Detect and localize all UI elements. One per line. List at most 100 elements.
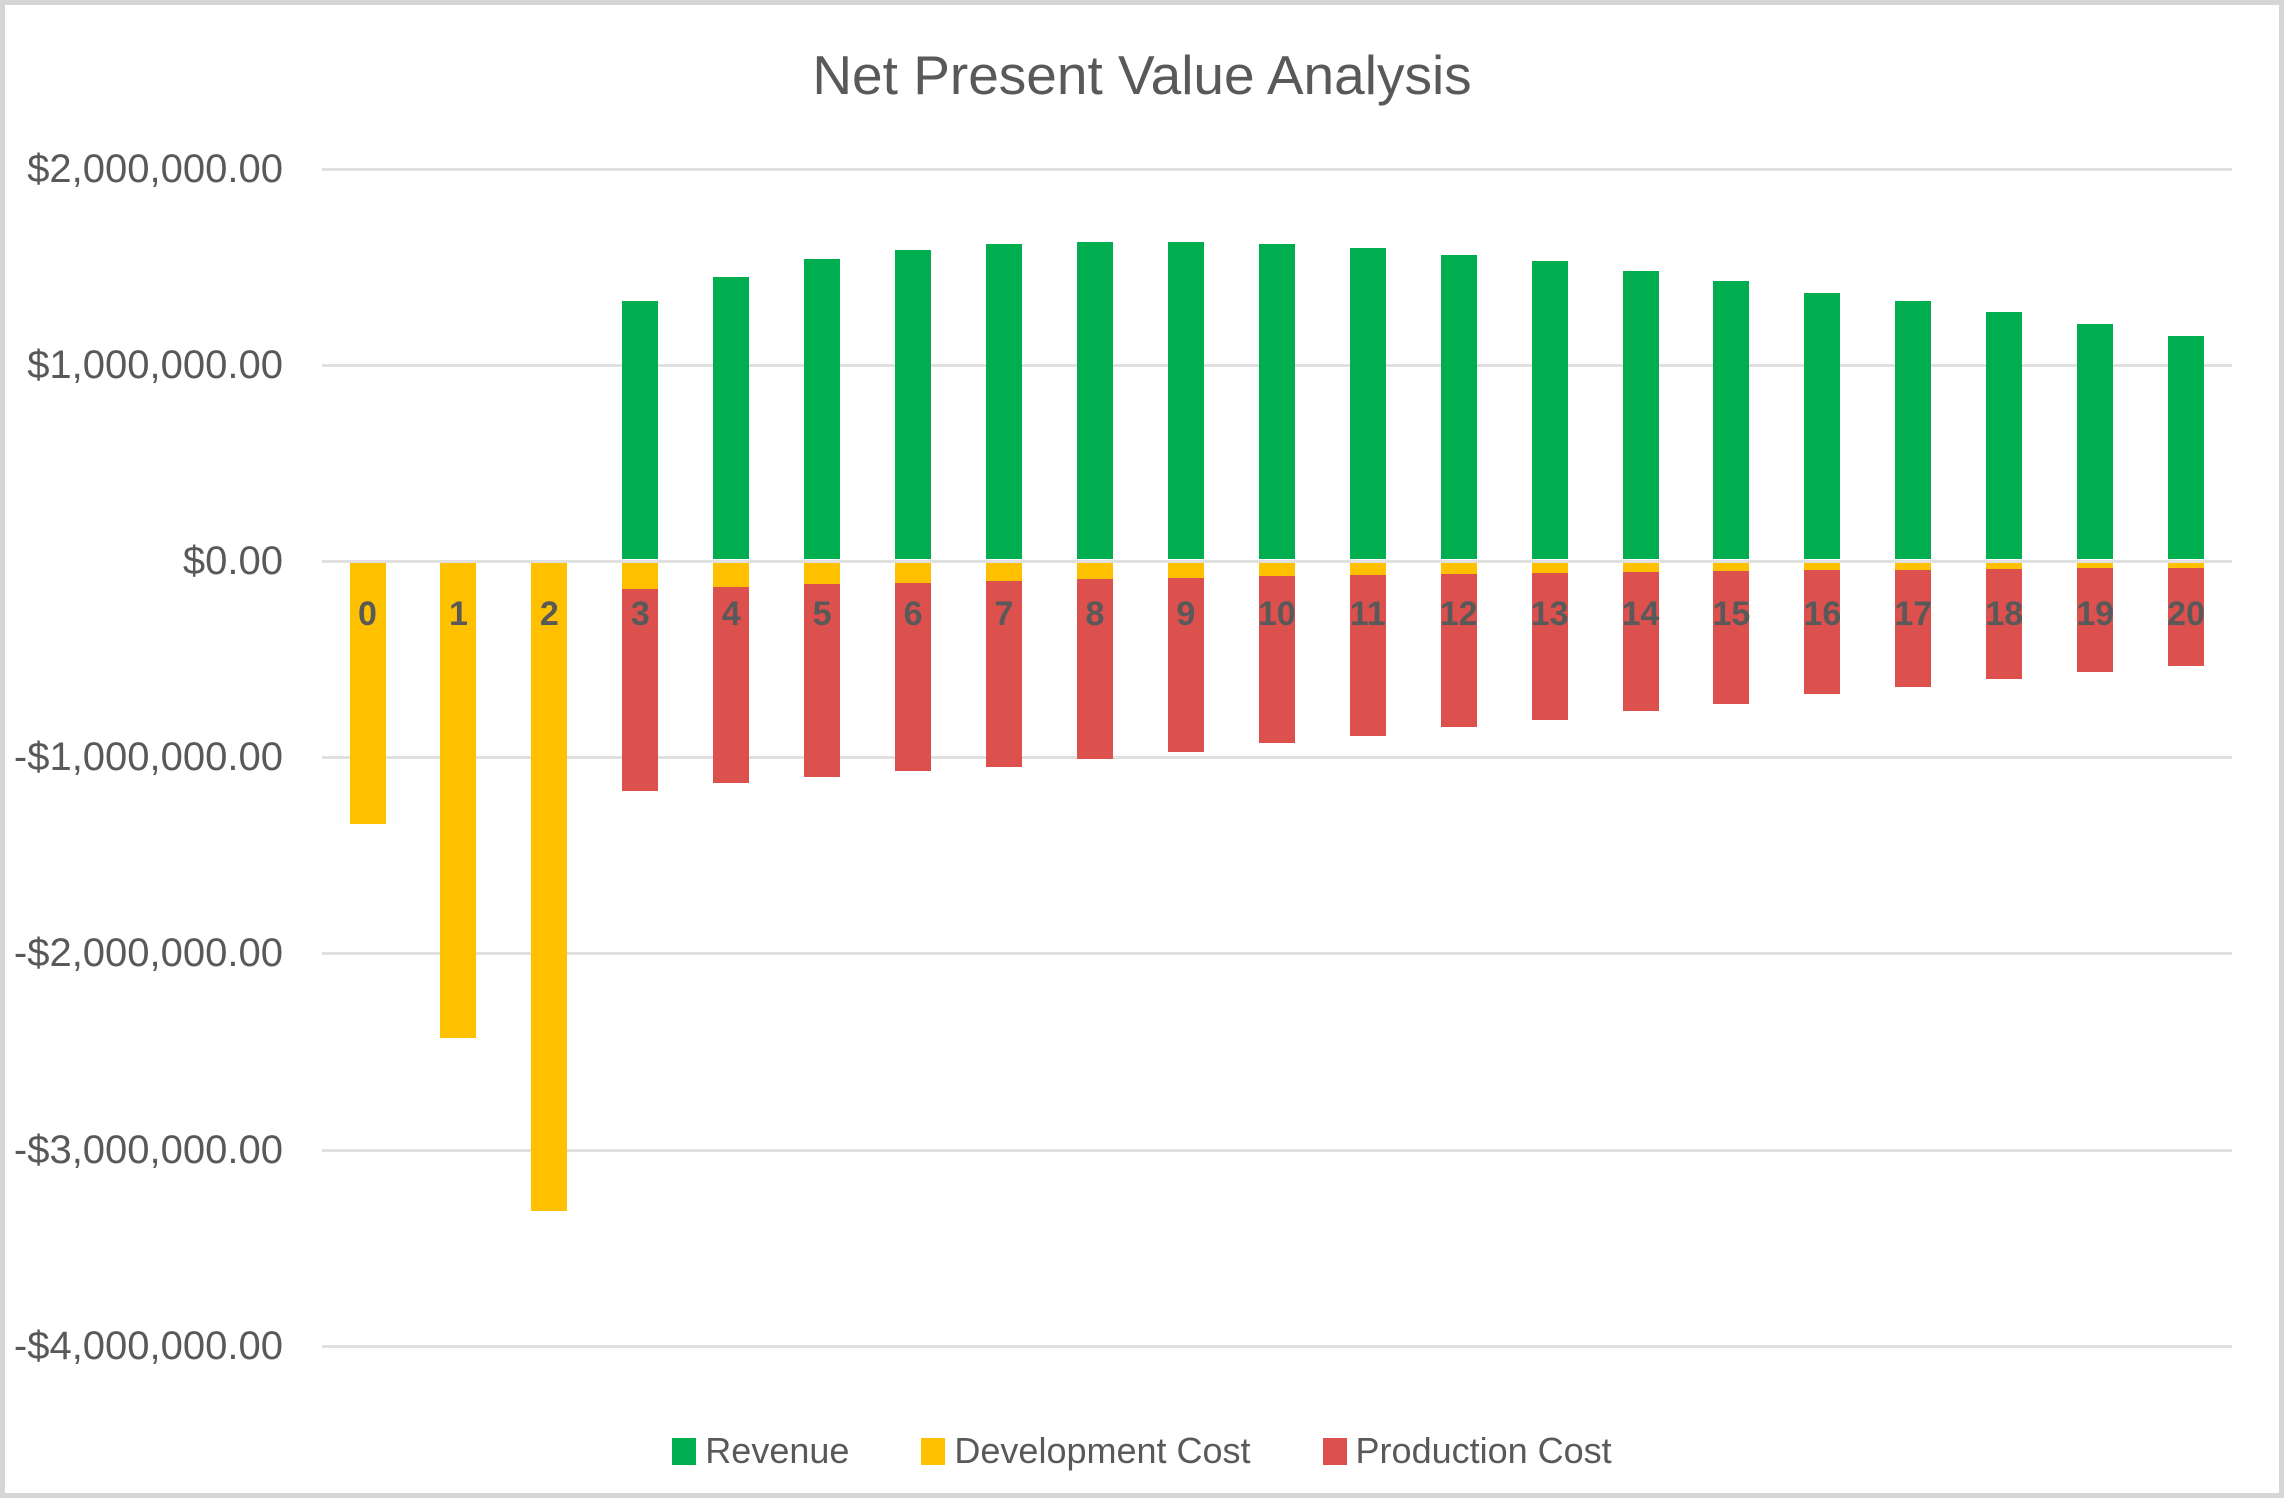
- bar-year-8-development-cost: [1076, 562, 1113, 579]
- x-axis-category-label: 0: [358, 595, 377, 633]
- y-axis-tick-label: -$1,000,000.00: [13, 735, 283, 780]
- bar-year-7-production-cost: [986, 580, 1022, 768]
- x-axis-category-label: 20: [2167, 595, 2205, 633]
- legend-item-production-cost: Production Cost: [1322, 1430, 1612, 1472]
- bar-year-2-development-cost: [531, 562, 568, 1211]
- bar-year-20-production-cost: [2168, 567, 2205, 666]
- gridline: [322, 756, 2232, 760]
- bar-year-0-development-cost: [349, 562, 386, 825]
- bar-year-19-revenue: [2077, 324, 2114, 560]
- legend-label-revenue: Revenue: [705, 1430, 850, 1471]
- x-axis-category-label: 1: [448, 595, 468, 633]
- bar-year-8-production-cost: [1076, 578, 1113, 760]
- x-axis-category-label: 10: [1257, 595, 1296, 633]
- gridline: [322, 560, 2232, 563]
- chart-title: Net Present Value Analysis: [812, 44, 1472, 106]
- y-axis-tick-label: $0.00: [182, 539, 283, 583]
- bar-year-16-development-cost: [1804, 562, 1841, 571]
- bar-year-19-development-cost: [2077, 562, 2114, 569]
- bar-year-10-development-cost: [1258, 562, 1295, 577]
- bar-year-11-production-cost: [1349, 574, 1386, 736]
- x-axis-category-label: 4: [721, 595, 741, 633]
- chart-legend: Revenue Development Cost Production Cost: [0, 1430, 2284, 1472]
- bar-year-13-development-cost: [1531, 562, 1568, 573]
- y-axis-tick-label: -$3,000,000.00: [13, 1127, 283, 1172]
- y-axis-tick-label: -$4,000,000.00: [13, 1323, 283, 1368]
- bar-year-20-revenue: [2168, 335, 2205, 560]
- bar-year-15-development-cost: [1713, 562, 1750, 571]
- bar-year-18-production-cost: [1986, 568, 2023, 679]
- bar-year-7-revenue: [986, 243, 1022, 560]
- bar-year-12-production-cost: [1440, 573, 1477, 727]
- bar-year-6-production-cost: [895, 582, 932, 771]
- bar-year-4-revenue: [713, 276, 750, 560]
- bar-year-17-production-cost: [1895, 569, 1932, 688]
- y-axis-tick-label: $1,000,000.00: [27, 342, 283, 387]
- x-axis-category-label: 18: [1985, 595, 2024, 633]
- legend-swatch-production-cost-icon: [1322, 1437, 1347, 1465]
- legend-item-development-cost: Development Cost: [921, 1430, 1251, 1472]
- legend-label-production-cost: Production Cost: [1355, 1430, 1612, 1471]
- legend-swatch-revenue-icon: [672, 1437, 697, 1465]
- bar-year-9-development-cost: [1167, 562, 1204, 578]
- bar-year-10-production-cost: [1258, 576, 1295, 743]
- x-axis-category-label: 12: [1439, 595, 1478, 633]
- bar-year-3-production-cost: [622, 588, 659, 792]
- bar-year-11-revenue: [1349, 247, 1386, 560]
- bar-year-15-revenue: [1713, 280, 1750, 560]
- bar-year-20-development-cost: [2168, 562, 2205, 568]
- x-axis-category-label: 7: [994, 595, 1014, 633]
- bar-year-13-revenue: [1531, 261, 1568, 560]
- gridline: [322, 1344, 2232, 1348]
- bar-year-6-development-cost: [895, 562, 932, 583]
- y-axis-tick-label: $2,000,000.00: [27, 146, 283, 191]
- x-axis-category-label: 8: [1085, 595, 1105, 633]
- bar-year-6-revenue: [895, 249, 932, 560]
- gridline: [322, 952, 2232, 956]
- bar-year-3-development-cost: [622, 562, 659, 589]
- bar-year-12-development-cost: [1440, 562, 1477, 574]
- bar-year-9-revenue: [1167, 241, 1204, 560]
- bar-year-4-development-cost: [713, 562, 750, 587]
- x-axis-category-label: 17: [1894, 595, 1933, 633]
- bar-year-5-revenue: [804, 259, 841, 560]
- x-axis-category-label: 2: [539, 595, 559, 633]
- bar-year-1-development-cost: [440, 562, 477, 1039]
- gridline: [322, 167, 2232, 171]
- bar-year-18-revenue: [1986, 312, 2023, 560]
- bar-year-14-revenue: [1622, 271, 1659, 560]
- bar-year-4-production-cost: [713, 586, 750, 783]
- bar-year-13-production-cost: [1531, 572, 1568, 720]
- bar-year-5-production-cost: [804, 584, 841, 777]
- bar-year-5-development-cost: [804, 562, 841, 585]
- bar-year-17-development-cost: [1895, 562, 1932, 570]
- x-axis-category-label: 6: [903, 595, 923, 633]
- gridline: [322, 1148, 2232, 1152]
- x-axis-category-label: 3: [630, 595, 650, 633]
- bar-year-14-production-cost: [1622, 571, 1659, 712]
- bar-year-9-production-cost: [1167, 577, 1204, 753]
- bar-year-18-development-cost: [1986, 562, 2023, 569]
- bar-year-15-production-cost: [1713, 570, 1750, 705]
- bar-year-11-development-cost: [1349, 562, 1386, 575]
- bar-year-14-development-cost: [1622, 562, 1659, 572]
- bar-year-10-revenue: [1258, 243, 1295, 560]
- bar-year-8-revenue: [1076, 241, 1113, 560]
- x-axis-category-label: 5: [812, 595, 832, 633]
- x-axis-category-label: 19: [2076, 595, 2115, 633]
- x-axis-category-label: 16: [1803, 595, 1842, 633]
- x-axis-category-label: 11: [1349, 595, 1386, 633]
- x-axis-category-label: 15: [1712, 595, 1751, 633]
- legend-swatch-development-cost-icon: [921, 1437, 946, 1465]
- legend-label-development-cost: Development Cost: [954, 1430, 1251, 1471]
- y-axis-tick-label: -$2,000,000.00: [13, 931, 283, 976]
- bar-year-17-revenue: [1895, 300, 1932, 560]
- bar-year-16-revenue: [1804, 292, 1841, 560]
- x-axis-category-label: 14: [1621, 595, 1660, 633]
- legend-item-revenue: Revenue: [672, 1430, 849, 1472]
- bar-year-12-revenue: [1440, 255, 1477, 560]
- bar-year-16-production-cost: [1804, 570, 1841, 694]
- bar-year-3-revenue: [622, 300, 659, 560]
